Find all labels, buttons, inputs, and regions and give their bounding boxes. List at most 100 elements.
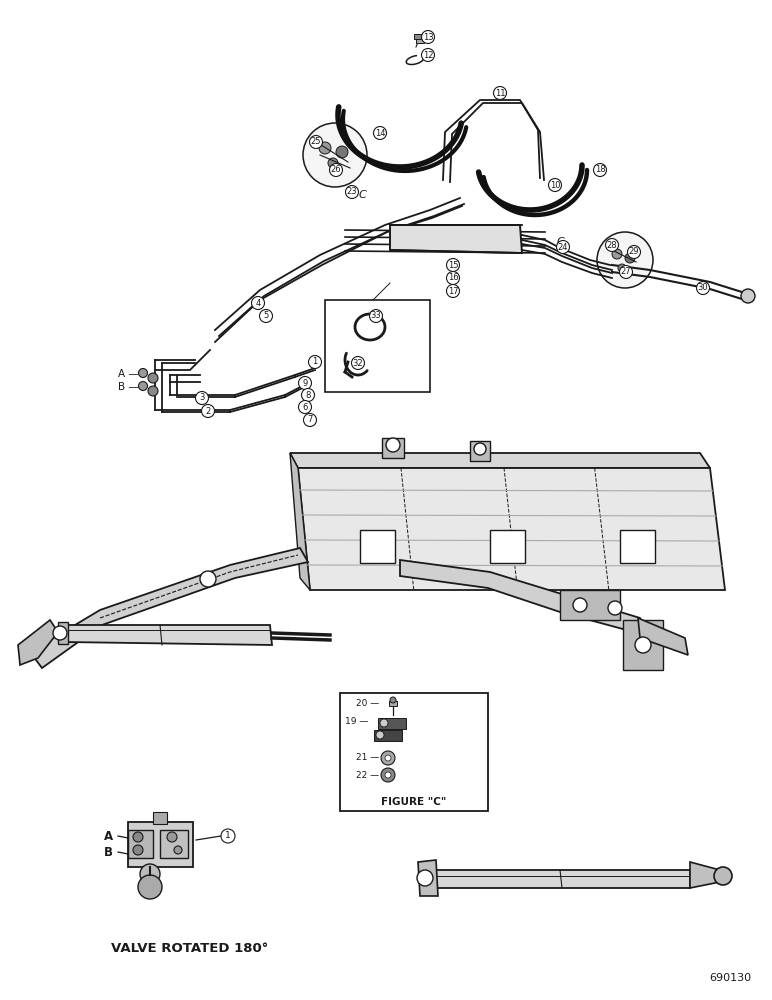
Text: 24: 24 — [557, 242, 568, 251]
Polygon shape — [400, 560, 645, 635]
Bar — [470, 441, 490, 461]
Polygon shape — [638, 618, 688, 655]
Bar — [360, 530, 395, 563]
Text: 18: 18 — [594, 165, 605, 174]
Circle shape — [138, 381, 147, 390]
Bar — [623, 620, 663, 670]
Bar — [58, 622, 68, 644]
Circle shape — [696, 282, 709, 294]
Circle shape — [594, 163, 607, 176]
Polygon shape — [390, 225, 522, 253]
Circle shape — [303, 414, 317, 426]
Circle shape — [310, 135, 323, 148]
Polygon shape — [30, 548, 308, 668]
Circle shape — [597, 232, 653, 288]
Circle shape — [319, 142, 331, 154]
Bar — [490, 530, 525, 563]
Circle shape — [474, 443, 486, 455]
Text: 27: 27 — [621, 267, 631, 276]
Text: C: C — [556, 237, 564, 247]
Bar — [389, 701, 397, 706]
Circle shape — [346, 186, 358, 198]
Circle shape — [605, 238, 618, 251]
Circle shape — [201, 404, 215, 418]
Circle shape — [573, 598, 587, 612]
Text: FIGURE "C": FIGURE "C" — [381, 797, 447, 807]
Text: 32: 32 — [353, 359, 364, 367]
Polygon shape — [65, 625, 272, 645]
Circle shape — [422, 30, 435, 43]
Text: 690130: 690130 — [709, 973, 751, 983]
Text: 1: 1 — [313, 358, 317, 366]
Circle shape — [381, 768, 395, 782]
Text: 16: 16 — [448, 273, 459, 282]
Text: 11: 11 — [495, 89, 505, 98]
Polygon shape — [298, 468, 725, 590]
Circle shape — [174, 846, 182, 854]
Text: 2: 2 — [205, 406, 211, 416]
Text: 3: 3 — [199, 393, 205, 402]
Circle shape — [608, 601, 622, 615]
Circle shape — [422, 48, 435, 62]
Circle shape — [380, 719, 388, 727]
Circle shape — [309, 356, 321, 368]
Text: 23: 23 — [347, 188, 357, 196]
Circle shape — [635, 637, 651, 653]
Text: 29: 29 — [628, 247, 639, 256]
Circle shape — [628, 245, 641, 258]
Circle shape — [618, 264, 626, 272]
Circle shape — [493, 87, 506, 100]
Text: 26: 26 — [330, 165, 341, 174]
Circle shape — [303, 123, 367, 187]
Circle shape — [390, 697, 396, 703]
Text: 22 —: 22 — — [356, 770, 379, 780]
Text: B: B — [103, 846, 113, 858]
Bar — [340, 693, 488, 811]
Circle shape — [167, 832, 177, 842]
Circle shape — [133, 845, 143, 855]
Text: 28: 28 — [607, 240, 618, 249]
Text: 7: 7 — [307, 416, 313, 424]
Circle shape — [138, 368, 147, 377]
Text: 13: 13 — [423, 32, 433, 41]
Circle shape — [446, 258, 459, 271]
Polygon shape — [18, 620, 58, 665]
Circle shape — [53, 626, 67, 640]
Circle shape — [619, 265, 632, 278]
Bar — [382, 438, 404, 458]
Text: 14: 14 — [374, 128, 385, 137]
Circle shape — [259, 310, 273, 322]
Text: 19 —: 19 — — [345, 718, 368, 726]
Circle shape — [385, 772, 391, 778]
Text: 15: 15 — [448, 260, 459, 269]
Polygon shape — [418, 860, 438, 896]
Circle shape — [330, 163, 343, 176]
Text: C: C — [358, 190, 366, 200]
Text: 9: 9 — [303, 378, 307, 387]
Circle shape — [374, 126, 387, 139]
Bar — [128, 830, 153, 858]
Circle shape — [302, 388, 314, 401]
Circle shape — [140, 864, 160, 884]
Polygon shape — [430, 870, 690, 888]
Bar — [153, 812, 167, 824]
Circle shape — [299, 400, 311, 414]
Text: 12: 12 — [423, 50, 433, 60]
Circle shape — [299, 376, 311, 389]
Circle shape — [376, 731, 384, 739]
Text: 6: 6 — [303, 402, 308, 412]
Circle shape — [548, 178, 561, 192]
Bar — [416, 38, 424, 43]
Bar — [374, 730, 402, 741]
Polygon shape — [290, 453, 710, 468]
Circle shape — [148, 373, 158, 383]
Circle shape — [381, 751, 395, 765]
Circle shape — [714, 867, 732, 885]
Bar — [378, 718, 406, 729]
Circle shape — [557, 240, 570, 253]
Text: B —: B — — [118, 382, 139, 392]
Circle shape — [741, 289, 755, 303]
Text: 5: 5 — [263, 312, 269, 320]
Circle shape — [336, 146, 348, 158]
Circle shape — [138, 875, 162, 899]
